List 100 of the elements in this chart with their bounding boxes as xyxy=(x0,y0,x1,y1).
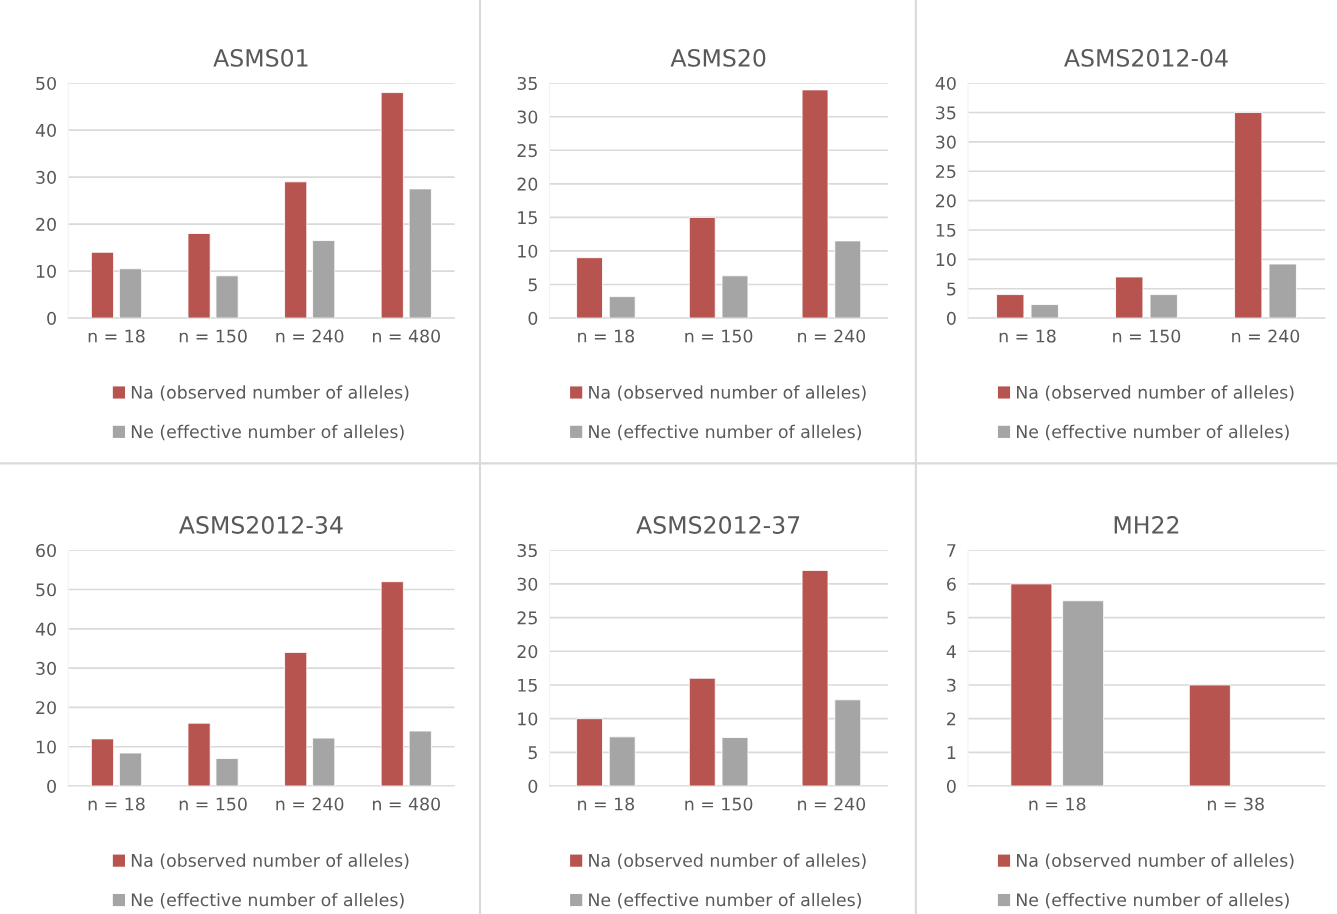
y-tick-label: 40 xyxy=(935,76,956,91)
y-tick-label: 35 xyxy=(517,76,537,91)
bar xyxy=(215,275,239,319)
bar xyxy=(187,722,211,787)
bar xyxy=(801,570,829,787)
x-tick-label: n = 240 xyxy=(276,797,344,811)
y-tick-label: 30 xyxy=(36,170,56,184)
y-tick-label: 2 xyxy=(947,712,956,726)
bar xyxy=(834,699,862,787)
bar xyxy=(608,736,636,787)
x-tick-label: n = 18 xyxy=(578,797,635,811)
bar xyxy=(1115,276,1144,319)
x-tick-label: n = 18 xyxy=(88,329,145,343)
x-tick-label: n = 240 xyxy=(276,329,344,343)
x-tick-label: n = 150 xyxy=(179,797,247,811)
x-tick-label: n = 38 xyxy=(1207,797,1264,811)
bar xyxy=(118,268,143,319)
y-tick-label: 0 xyxy=(946,779,956,793)
x-tick-label: n = 240 xyxy=(798,797,866,811)
bar xyxy=(284,181,308,319)
legend-label: Na (observed number of alleles) xyxy=(589,385,866,401)
y-tick-label: 15 xyxy=(518,211,537,225)
bar xyxy=(576,718,603,787)
y-tick-label: 5 xyxy=(947,611,956,625)
y-tick-label: 40 xyxy=(35,123,56,137)
chart-title: MH22 xyxy=(1114,516,1179,534)
y-tick-label: 5 xyxy=(528,746,537,760)
legend-label: Na (observed number of alleles) xyxy=(131,385,409,401)
y-tick-label: 20 xyxy=(517,645,538,659)
legend-label: Ne (effective number of alleles) xyxy=(1016,892,1289,909)
bar xyxy=(688,216,716,319)
y-tick-label: 30 xyxy=(517,110,538,124)
x-tick-label: n = 150 xyxy=(1113,329,1181,343)
bar xyxy=(408,730,432,787)
y-tick-label: 0 xyxy=(528,779,538,793)
y-tick-label: 3 xyxy=(947,678,956,692)
bar xyxy=(1149,294,1178,319)
bar xyxy=(312,240,336,319)
bar xyxy=(380,581,404,787)
bar xyxy=(284,651,308,787)
x-tick-label: n = 480 xyxy=(372,797,440,811)
bar xyxy=(1234,112,1263,319)
y-tick-label: 50 xyxy=(36,76,56,91)
y-tick-label: 10 xyxy=(36,740,56,754)
y-tick-label: 0 xyxy=(946,311,956,325)
y-tick-label: 25 xyxy=(517,144,537,158)
bar xyxy=(801,89,829,319)
y-tick-label: 25 xyxy=(936,164,956,179)
y-tick-label: 5 xyxy=(947,282,956,296)
bar xyxy=(721,275,749,319)
chart-title: ASMS2012-04 xyxy=(1064,48,1228,67)
y-tick-label: 0 xyxy=(47,311,56,325)
y-tick-label: 15 xyxy=(518,678,537,692)
x-tick-label: n = 480 xyxy=(372,329,440,343)
bar xyxy=(721,737,749,787)
bar xyxy=(1268,263,1297,319)
legend-label: Na (observed number of alleles) xyxy=(1016,385,1294,401)
y-tick-label: 7 xyxy=(947,544,956,557)
y-tick-label: 35 xyxy=(517,543,537,558)
y-tick-label: 0 xyxy=(47,779,56,793)
y-tick-label: 20 xyxy=(36,701,56,715)
y-tick-label: 30 xyxy=(936,135,956,149)
x-tick-label: n = 18 xyxy=(1029,797,1086,811)
x-tick-label: n = 18 xyxy=(88,797,145,811)
y-tick-label: 50 xyxy=(36,583,56,597)
y-tick-label: 30 xyxy=(36,661,56,675)
bar xyxy=(576,257,603,319)
legend-label: Na (observed number of alleles) xyxy=(131,853,409,870)
y-tick-label: 1 xyxy=(947,746,956,759)
y-tick-label: 10 xyxy=(36,264,56,278)
y-tick-label: 40 xyxy=(35,622,56,636)
x-tick-label: n = 18 xyxy=(999,329,1056,343)
chart-title: ASMS01 xyxy=(213,48,308,67)
bar xyxy=(187,233,211,319)
x-tick-label: n = 150 xyxy=(685,797,753,811)
legend-label: Ne (effective number of alleles) xyxy=(131,892,404,909)
y-tick-label: 20 xyxy=(936,194,956,208)
y-tick-label: 30 xyxy=(517,577,538,591)
x-tick-label: n = 150 xyxy=(685,329,753,343)
x-tick-label: n = 240 xyxy=(1232,329,1300,343)
bar xyxy=(408,188,432,319)
bar xyxy=(312,737,336,787)
bar xyxy=(996,294,1025,319)
bar xyxy=(1062,600,1105,787)
y-tick-label: 10 xyxy=(518,712,538,726)
bar xyxy=(1010,583,1053,787)
legend-label: Ne (effective number of alleles) xyxy=(131,424,404,441)
bar xyxy=(834,240,862,319)
bar xyxy=(380,92,404,319)
y-tick-label: 15 xyxy=(936,223,956,237)
legend-label: Ne (effective number of alleles) xyxy=(589,424,861,441)
chart-title: ASMS20 xyxy=(670,48,766,67)
bar xyxy=(1188,684,1231,787)
bar xyxy=(608,296,636,319)
y-tick-label: 20 xyxy=(517,177,538,191)
y-tick-label: 5 xyxy=(528,278,537,292)
legend-label: Ne (effective number of alleles) xyxy=(1016,424,1289,441)
y-tick-label: 4 xyxy=(946,645,956,658)
legend-label: Ne (effective number of alleles) xyxy=(589,892,861,909)
chart-title: ASMS2012-34 xyxy=(178,516,343,534)
